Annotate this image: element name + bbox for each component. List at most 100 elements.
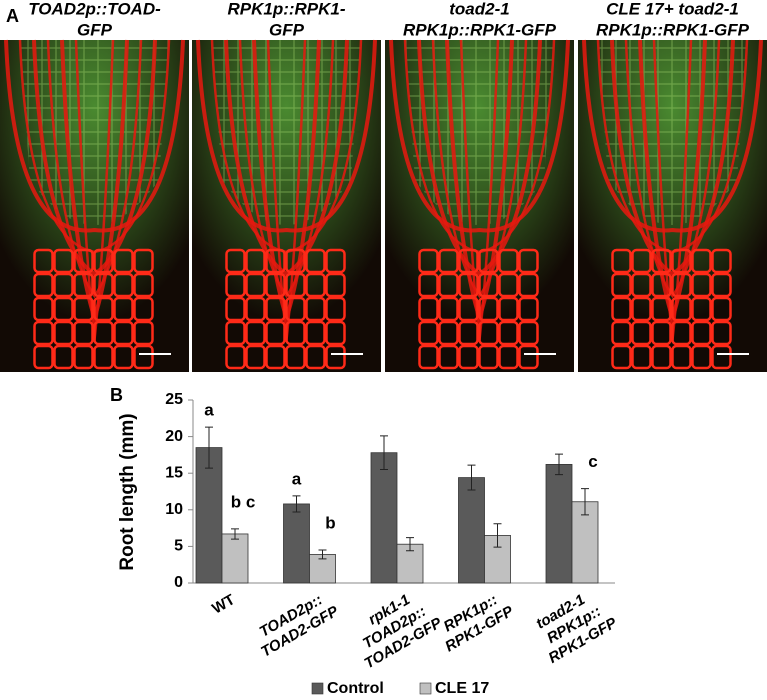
cap-cell	[133, 296, 154, 322]
cap-cell	[631, 248, 652, 274]
cap-cell	[93, 320, 114, 346]
cap-cell	[73, 320, 94, 346]
cap-cell	[245, 296, 266, 322]
cap-cell	[93, 272, 114, 298]
cap-cell	[225, 272, 246, 298]
bar	[370, 452, 398, 584]
cell-wall	[238, 39, 335, 299]
cap-cell	[711, 320, 732, 346]
cap-cell	[518, 272, 539, 298]
cap-cell	[225, 320, 246, 346]
cap-cell	[305, 344, 326, 370]
error-bar	[318, 549, 327, 560]
cap-cell	[73, 344, 94, 370]
cap-cell	[438, 272, 459, 298]
cell-wall	[417, 39, 542, 277]
cap-cell	[325, 344, 346, 370]
cap-cell	[53, 344, 74, 370]
cap-cell	[691, 272, 712, 298]
cell-wall	[389, 39, 570, 233]
cap-cell	[691, 344, 712, 370]
cap-cell	[671, 320, 692, 346]
image-caption: toad2-1	[449, 0, 509, 18]
bar	[545, 464, 573, 584]
cell-wall	[431, 39, 528, 299]
cap-cell	[245, 344, 266, 370]
cap-cell	[631, 344, 652, 370]
cap-cell	[711, 344, 732, 370]
cap-cell	[518, 320, 539, 346]
cap-cell	[518, 248, 539, 274]
cap-cell	[53, 272, 74, 298]
cap-cell	[93, 344, 114, 370]
cap-cell	[478, 344, 499, 370]
cap-cell	[113, 296, 134, 322]
cap-cell	[245, 272, 266, 298]
cap-cell	[691, 296, 712, 322]
cap-cell	[651, 320, 672, 346]
cap-cell	[498, 296, 519, 322]
cap-cell	[73, 248, 94, 274]
cap-cell	[631, 320, 652, 346]
cap-cell	[325, 320, 346, 346]
cap-cell	[438, 296, 459, 322]
cap-cell	[133, 248, 154, 274]
cap-cell	[611, 272, 632, 298]
cap-cell	[265, 344, 286, 370]
panel-label: B	[110, 385, 123, 405]
cap-cell	[458, 296, 479, 322]
y-tick-label: 25	[165, 391, 183, 408]
cap-cell	[418, 248, 439, 274]
cap-cell	[305, 248, 326, 274]
cell-wall	[46, 39, 143, 299]
cap-cell	[438, 344, 459, 370]
significance-letter: b	[325, 514, 335, 533]
cap-cell	[518, 344, 539, 370]
cap-cell	[285, 296, 306, 322]
error-bar	[231, 528, 239, 540]
cap-cell	[651, 344, 672, 370]
cap-cell	[711, 272, 732, 298]
image-caption: GFP	[77, 20, 113, 39]
cap-cell	[73, 272, 94, 298]
y-axis-label: Root length (mm)	[117, 413, 138, 570]
cap-cell	[671, 272, 692, 298]
y-tick-label: 15	[165, 464, 183, 481]
cell-pattern	[405, 40, 554, 225]
error-bar	[380, 435, 388, 471]
significance-letter: c	[588, 452, 597, 471]
cap-cell	[265, 248, 286, 274]
cap-cell	[671, 344, 692, 370]
error-bar	[205, 426, 213, 469]
cap-cell	[33, 344, 54, 370]
cell-wall	[610, 39, 735, 277]
cap-cell	[53, 320, 74, 346]
cap-cell	[113, 344, 134, 370]
cap-cell	[305, 272, 326, 298]
cap-cell	[325, 296, 346, 322]
cap-cell	[93, 248, 114, 274]
cap-cell	[133, 272, 154, 298]
error-bar	[555, 453, 563, 476]
cap-cell	[631, 296, 652, 322]
legend-swatch	[311, 682, 324, 695]
legend-swatch	[419, 682, 432, 695]
cap-cell	[285, 272, 306, 298]
cap-cell	[33, 248, 54, 274]
cap-cell	[711, 248, 732, 274]
error-bar	[467, 464, 476, 491]
cell-wall	[32, 39, 157, 277]
cap-cell	[133, 320, 154, 346]
cell-pattern	[598, 40, 747, 225]
legend-label: CLE 17	[435, 680, 489, 697]
x-tick-label-group: RPK1p::RPK1-GFP	[441, 591, 518, 655]
cap-cell	[113, 248, 134, 274]
image-caption: RPK1p::RPK1-	[227, 0, 345, 18]
cap-cell	[285, 320, 306, 346]
cap-cell	[53, 248, 74, 274]
cap-cell	[458, 248, 479, 274]
cap-cell	[691, 248, 712, 274]
cap-cell	[93, 296, 114, 322]
cap-cell	[285, 344, 306, 370]
